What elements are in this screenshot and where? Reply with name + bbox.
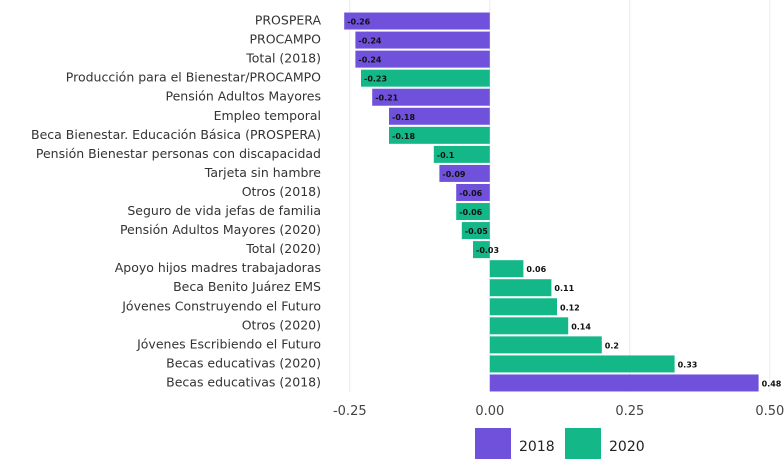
y-tick-label: PROSPERA (255, 13, 322, 28)
bar (473, 241, 490, 259)
x-tick-label: 0.50 (755, 404, 784, 419)
bar (489, 355, 675, 373)
value-label: -0.05 (465, 227, 488, 236)
y-tick-label: PROCAMPO (249, 32, 321, 47)
legend-label: 2018 (519, 439, 555, 455)
value-label: -0.1 (437, 151, 455, 160)
value-label: -0.03 (476, 246, 499, 255)
bar (439, 164, 490, 182)
x-tick-label: -0.25 (333, 404, 367, 419)
legend-swatch (475, 428, 511, 459)
y-tick-label: Pensión Adultos Mayores (166, 89, 322, 104)
y-tick-label: Empleo temporal (214, 108, 321, 123)
x-tick-label: 0.00 (475, 404, 504, 419)
value-label: -0.06 (459, 208, 482, 217)
value-label: 0.14 (571, 322, 591, 331)
bar (489, 298, 557, 316)
value-label: 0.12 (560, 303, 580, 312)
value-label: -0.18 (392, 132, 415, 141)
y-tick-label: Beca Benito Juárez EMS (173, 279, 321, 294)
y-tick-label: Becas educativas (2020) (166, 355, 321, 370)
bar (489, 317, 569, 335)
x-tick-label: 0.25 (615, 404, 644, 419)
value-label: 0.48 (762, 379, 782, 388)
value-label: -0.21 (375, 94, 398, 103)
bar (489, 336, 602, 354)
bar (489, 374, 759, 392)
bar (344, 12, 490, 30)
value-label: -0.24 (358, 37, 381, 46)
bar (355, 31, 490, 49)
value-label: -0.06 (459, 189, 482, 198)
bar (456, 183, 490, 201)
y-tick-label: Producción para el Bienestar/PROCAMPO (66, 70, 321, 85)
y-tick-label: Jóvenes Escribiendo el Futuro (136, 336, 321, 351)
legend-label: 2020 (609, 439, 645, 455)
bar (389, 107, 490, 125)
y-tick-label: Tarjeta sin hambre (204, 165, 322, 180)
y-tick-label: Total (2018) (245, 51, 321, 66)
bar (389, 126, 490, 144)
y-tick-label: Pensión Bienestar personas con discapaci… (36, 146, 321, 161)
bar (433, 145, 490, 163)
value-label: -0.26 (347, 18, 370, 27)
y-tick-label: Jóvenes Construyendo el Futuro (121, 298, 321, 313)
value-label: 0.11 (554, 284, 574, 293)
value-label: -0.09 (442, 170, 465, 179)
value-label: 0.2 (605, 341, 619, 350)
y-tick-label: Total (2020) (245, 241, 321, 256)
y-tick-label: Apoyo hijos madres trabajadoras (115, 260, 321, 275)
value-label: -0.23 (364, 75, 387, 84)
bar (372, 88, 490, 106)
y-tick-label: Otros (2018) (242, 184, 321, 199)
y-tick-label: Pensión Adultos Mayores (2020) (120, 222, 321, 237)
bar (361, 69, 490, 87)
y-tick-label: Becas educativas (2018) (166, 374, 321, 389)
bar (489, 260, 524, 278)
value-label: 0.06 (526, 265, 546, 274)
y-tick-label: Otros (2020) (242, 317, 321, 332)
y-tick-label: Seguro de vida jefas de familia (127, 203, 321, 218)
value-label: 0.33 (678, 360, 698, 369)
legend-swatch (565, 428, 601, 459)
bar (456, 203, 490, 221)
value-label: -0.24 (358, 56, 381, 65)
value-label: -0.18 (392, 113, 415, 122)
bar (355, 50, 490, 68)
bar (489, 279, 552, 297)
y-tick-label: Beca Bienestar. Educación Básica (PROSPE… (31, 127, 321, 142)
bar (461, 222, 490, 240)
